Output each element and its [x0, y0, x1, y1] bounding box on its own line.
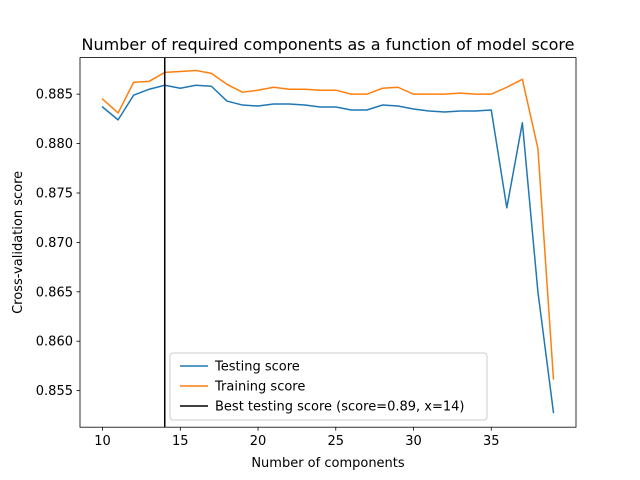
legend: Testing score Training score Best testin…: [169, 352, 488, 421]
legend-testing-label: Testing score: [214, 360, 300, 375]
legend-training-label: Training score: [214, 380, 305, 395]
series-line-testing: [101, 84, 555, 414]
y-tick-label: 0.870: [36, 236, 73, 251]
series-layer: [101, 69, 555, 414]
y-tick-label: 0.865: [36, 285, 73, 300]
y-tick-label: 0.855: [36, 384, 73, 399]
chart-title: Number of required components as a funct…: [82, 35, 575, 54]
x-tick-label: 10: [94, 434, 111, 449]
y-axis-ticks: 0.855 0.860 0.865 0.870 0.875 0.880 0.885: [36, 88, 80, 399]
legend-best-score-label: Best testing score (score=0.89, x=14): [215, 400, 465, 415]
x-axis-ticks: 10 15 20 25 30 35: [94, 427, 500, 449]
x-tick-label: 20: [250, 434, 267, 449]
x-tick-label: 15: [172, 434, 189, 449]
x-tick-label: 30: [405, 434, 422, 449]
x-axis-title: Number of components: [251, 456, 405, 471]
x-tick-label: 25: [328, 434, 345, 449]
y-tick-label: 0.885: [36, 88, 73, 103]
legend-box: [169, 352, 488, 421]
series-line-training: [101, 69, 555, 380]
y-tick-label: 0.860: [36, 335, 73, 350]
y-tick-label: 0.875: [36, 186, 73, 201]
y-axis-title: Cross-validation score: [11, 171, 26, 314]
y-tick-label: 0.880: [36, 137, 73, 152]
x-tick-label: 35: [483, 434, 500, 449]
